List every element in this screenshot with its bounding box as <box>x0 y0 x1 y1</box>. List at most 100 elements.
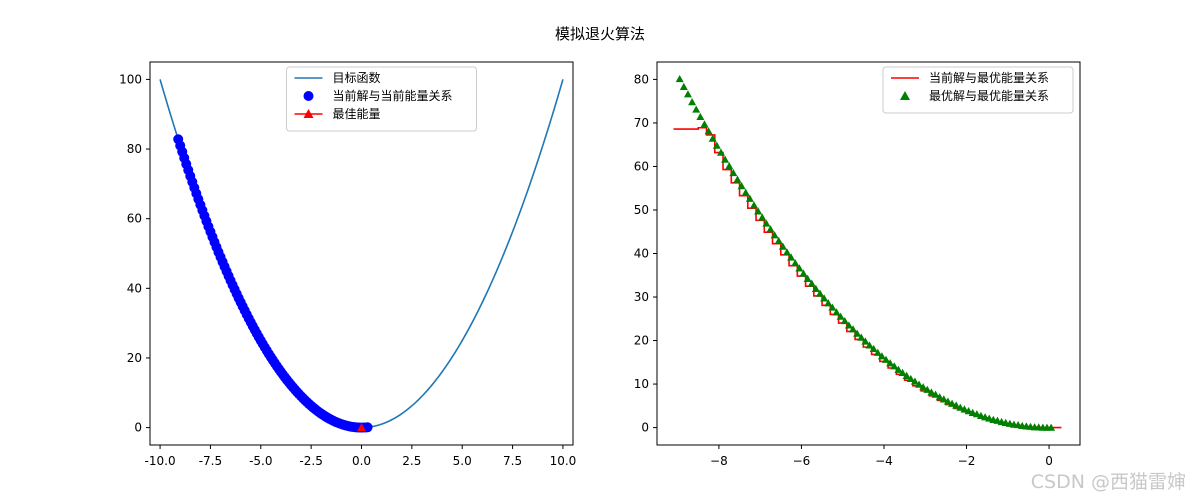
right-series-1-point <box>840 316 849 325</box>
right-series-1-point <box>948 399 957 407</box>
right-series-1-point <box>906 374 915 383</box>
right-y-tick-label: 10 <box>634 377 649 391</box>
right-series-1-point <box>807 279 816 287</box>
right-series-1-point <box>849 325 858 333</box>
right-series-1-point <box>733 175 742 183</box>
right-series-1-point <box>758 213 767 221</box>
right-series-1-point <box>749 201 758 209</box>
right-series-1-point <box>853 329 862 337</box>
left-y-tick-label: 0 <box>134 421 142 435</box>
right-y-tick-label: 0 <box>641 421 649 435</box>
right-series-1-point <box>745 194 754 202</box>
left-x-tick-label: -7.5 <box>199 454 222 468</box>
right-series-1-point <box>964 407 973 415</box>
right-series-1-point <box>741 188 750 196</box>
left-series-2-point <box>357 423 366 432</box>
right-series-1-point <box>766 225 775 233</box>
right-series-1-point <box>1047 423 1056 431</box>
right-series-1-point <box>923 385 932 393</box>
right-x-tick-label: −2 <box>958 454 976 468</box>
right-series-1-point <box>898 368 907 376</box>
left-y-tick-label: 40 <box>127 281 142 295</box>
right-x-tick-label: −8 <box>710 454 728 468</box>
right-series-1-point <box>877 352 886 360</box>
right-series-1-point <box>836 312 845 320</box>
right-series-1-point <box>894 365 903 373</box>
right-series-1-point <box>861 337 870 345</box>
chart-right: −8 −6 −4 −2 0 0 10 20 30 40 50 60 70 80 当前解与最优能量关系最优解与… <box>634 61 1081 468</box>
right-legend-label-1: 最优解与最优能量关系 <box>929 89 1049 103</box>
right-series-1-point <box>811 284 820 292</box>
right-x-tick-label: −6 <box>793 454 811 468</box>
right-series-1-point <box>708 134 717 142</box>
right-series-1-point <box>844 321 853 329</box>
left-y-tick-label: 80 <box>127 142 142 156</box>
right-x-tick-label: −4 <box>875 454 893 468</box>
right-series-1-point <box>782 248 791 256</box>
right-series-1-point <box>795 264 804 272</box>
right-series-1-point <box>886 359 895 367</box>
right-series-1-point <box>939 395 948 403</box>
right-series-1-point <box>700 120 709 128</box>
right-series-1-point <box>910 377 919 385</box>
left-y-tick-label: 60 <box>127 212 142 226</box>
left-x-tick-label: 0.0 <box>352 454 371 468</box>
right-series-1-point <box>952 401 961 409</box>
left-x-tick-label: -10.0 <box>145 454 176 468</box>
right-series-1-point <box>931 390 940 398</box>
right-series-1-point <box>725 162 734 170</box>
left-x-tick-label: 2.5 <box>402 454 421 468</box>
right-series-1-point <box>774 236 783 245</box>
left-legend-label-0: 目标函数 <box>333 70 381 85</box>
right-series-1-point <box>754 207 763 215</box>
right-y-tick-label: 60 <box>634 159 649 173</box>
right-series-1-point <box>828 303 837 311</box>
right-series-1-point <box>820 294 829 302</box>
right-series-1-point <box>869 344 878 353</box>
right-series-1-point <box>675 74 684 83</box>
right-series-1-point <box>832 308 841 316</box>
left-y-tick-label: 20 <box>127 351 142 365</box>
right-series-1-point <box>960 405 969 413</box>
left-x-tick-label: 7.5 <box>503 454 522 468</box>
right-series-1-point <box>935 393 944 401</box>
left-legend-label-2: 最佳能量 <box>333 107 381 121</box>
right-x-tick-label: 0 <box>1045 454 1053 468</box>
right-y-tick-label: 50 <box>634 203 649 217</box>
right-series-1-point <box>692 105 701 113</box>
right-legend-label-0: 当前解与最优能量关系 <box>929 70 1049 85</box>
right-series-1-point <box>824 299 833 307</box>
right-series-1-point <box>737 182 746 190</box>
watermark: CSDN @西猫雷婶 <box>1030 471 1186 493</box>
right-series-1-point <box>799 269 808 277</box>
left-plot-area <box>159 79 564 433</box>
right-y-tick-label: 30 <box>634 290 649 304</box>
right-series-1-point <box>882 355 891 363</box>
right-series-1-point <box>857 333 866 341</box>
right-axes-frame <box>656 61 1081 446</box>
figure-suptitle: 模拟退火算法 <box>555 25 645 43</box>
right-series-1-point <box>943 397 952 405</box>
right-series-1-point <box>972 410 981 418</box>
right-series-1-point <box>770 231 779 239</box>
right-series-1-point <box>712 141 721 149</box>
right-series-1-point <box>919 383 928 391</box>
right-series-1-point <box>679 82 688 91</box>
right-series-1-point <box>915 380 924 388</box>
right-series-1-point <box>688 98 697 106</box>
left-legend-handle-2 <box>303 109 314 118</box>
right-series-1-point <box>865 341 874 349</box>
right-legend-box <box>882 66 1074 114</box>
right-series-1-point <box>778 242 787 250</box>
right-y-tick-label: 80 <box>634 72 649 86</box>
left-legend-label-1: 当前解与当前能量关系 <box>333 88 453 103</box>
right-series-1-point <box>873 348 882 356</box>
right-series-1-point <box>816 289 825 297</box>
right-series-1-point <box>729 168 738 177</box>
left-legend-box <box>286 66 477 132</box>
right-series-1-point <box>696 112 705 121</box>
right-plot-area <box>673 74 1062 431</box>
